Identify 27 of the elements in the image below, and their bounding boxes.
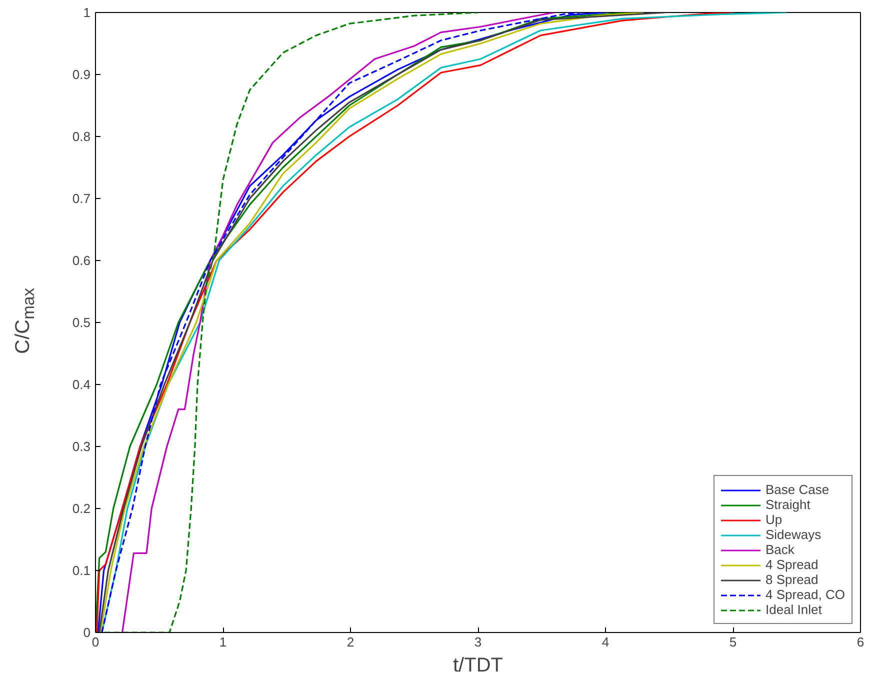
y-tick-label: 0.1 <box>72 563 91 578</box>
x-tick-label: 3 <box>474 634 482 650</box>
y-tick-label: 0 <box>83 625 91 640</box>
x-tick-label: 6 <box>856 634 864 650</box>
y-tick-label: 0.2 <box>72 501 91 516</box>
x-tick-label: 4 <box>602 634 610 650</box>
y-tick-label: 0.7 <box>72 191 91 206</box>
y-tick-label: 1 <box>83 5 91 20</box>
y-tick-label: 0.4 <box>72 377 91 392</box>
y-tick-label: 0.9 <box>72 67 91 82</box>
y-tick-label: 0.5 <box>72 315 91 330</box>
x-tick-label: 5 <box>729 634 737 650</box>
legend-label: Ideal Inlet <box>766 602 822 617</box>
y-tick-label: 0.3 <box>72 439 91 454</box>
x-tick-label: 2 <box>346 634 354 650</box>
legend-label: 4 Spread, CO <box>766 587 845 602</box>
legend-label: 4 Spread <box>766 557 818 572</box>
y-tick-label: 0.6 <box>72 253 91 268</box>
legend-label: Straight <box>766 497 810 512</box>
y-tick-label: 0.8 <box>72 129 91 144</box>
legend-label: Base Case <box>766 482 830 497</box>
legend-label: Back <box>766 542 794 557</box>
legend-label: Sideways <box>766 527 822 542</box>
x-tick-label: 1 <box>219 634 227 650</box>
x-axis-title: t/TDT <box>453 654 504 676</box>
legend-label: 8 Spread <box>766 572 818 587</box>
legend-label: Up <box>766 512 784 527</box>
